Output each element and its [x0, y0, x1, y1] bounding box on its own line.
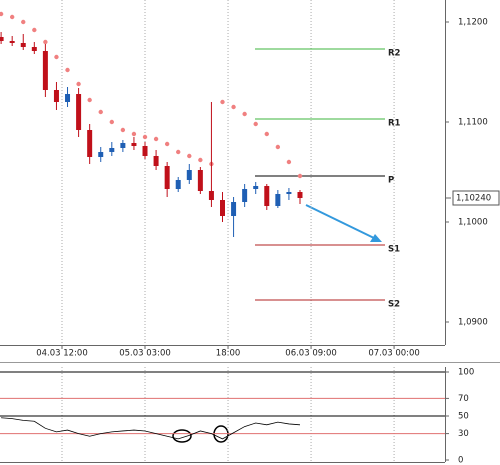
- sar-dot: [153, 136, 159, 142]
- sar-dot: [76, 81, 81, 87]
- sar-dot: [142, 134, 148, 140]
- candle-body: [98, 152, 104, 157]
- candle-body: [164, 166, 170, 189]
- sar-dot: [21, 19, 26, 25]
- rsi-highlight: [172, 429, 192, 443]
- sar-dot: [275, 144, 281, 150]
- sar-dot: [264, 131, 269, 137]
- x-tick-label: 18:00: [216, 349, 241, 359]
- x-tick-label: 05.03 03:00: [119, 349, 171, 359]
- sar-dot: [220, 99, 225, 105]
- candle-body: [0, 37, 4, 41]
- sar-dot: [164, 141, 170, 147]
- candle-body: [186, 170, 192, 180]
- candle-body: [20, 43, 26, 47]
- pivot-label: R2: [388, 49, 401, 59]
- pivot-label: S2: [388, 300, 400, 310]
- rsi-y-tick-label: 0: [458, 456, 463, 465]
- candle-body: [275, 194, 281, 206]
- y-tick-label: 1,1100: [458, 118, 488, 128]
- pivot-label: P: [388, 176, 394, 186]
- candle-body: [231, 202, 237, 216]
- rsi-y-tick-label: 70: [458, 394, 469, 404]
- x-tick-label: 04.03 12:00: [36, 349, 88, 359]
- sar-dot: [98, 109, 103, 115]
- sar-dot: [65, 67, 70, 73]
- x-tick-label: 06.03 09:00: [285, 349, 337, 359]
- last-price-label: 1,10240: [456, 194, 491, 204]
- candle-body: [65, 94, 71, 102]
- y-tick-label: 1,0900: [458, 318, 488, 328]
- y-tick-label: 1,1200: [458, 18, 488, 28]
- sar-dot: [286, 159, 292, 165]
- candle-body: [242, 189, 248, 202]
- candle-body: [42, 51, 48, 90]
- candle-body: [76, 94, 82, 130]
- rsi-y-tick-label: 100: [458, 368, 474, 378]
- candle-body: [220, 200, 225, 216]
- sar-dot: [9, 14, 15, 20]
- rsi-y-tick-label: 30: [458, 429, 469, 439]
- candle-body: [109, 148, 115, 152]
- sar-dot: [198, 157, 203, 163]
- candle-body: [142, 146, 148, 156]
- candle-body: [131, 143, 137, 146]
- candle-body: [253, 186, 259, 189]
- sar-dot: [43, 39, 48, 45]
- sar-dot: [54, 54, 59, 60]
- rsi-y-tick-label: 50: [458, 412, 469, 422]
- candle-body: [31, 47, 37, 51]
- candle-body: [264, 186, 270, 206]
- sar-dot: [231, 104, 236, 110]
- candle-body: [286, 192, 292, 194]
- candle-body: [197, 170, 203, 191]
- sar-dot: [87, 97, 92, 103]
- candle-body: [297, 192, 303, 198]
- y-tick-label: 1,1000: [458, 218, 488, 228]
- candle-body: [9, 41, 15, 43]
- x-tick-label: 07.03 00:00: [368, 349, 420, 359]
- candle-body: [175, 180, 181, 189]
- sar-dot: [242, 111, 247, 117]
- sar-dot: [176, 149, 181, 155]
- candle-body: [208, 191, 214, 200]
- sar-dot: [109, 119, 115, 125]
- pivot-label: R1: [388, 119, 401, 129]
- sar-dot: [187, 153, 192, 159]
- rsi-line: [1, 417, 301, 440]
- candle-body: [53, 90, 59, 102]
- candle-body: [120, 143, 126, 148]
- sar-dot: [297, 173, 303, 179]
- last-price-box: [452, 190, 500, 206]
- sar-dot: [0, 11, 4, 17]
- candle-body: [153, 156, 159, 166]
- sar-dot: [253, 121, 258, 127]
- sar-dot: [32, 27, 37, 33]
- candle-body: [87, 130, 93, 157]
- sar-dot: [120, 127, 126, 133]
- pivot-label: S1: [388, 245, 400, 255]
- trend-arrow: [305, 204, 382, 242]
- sar-dot: [131, 131, 137, 137]
